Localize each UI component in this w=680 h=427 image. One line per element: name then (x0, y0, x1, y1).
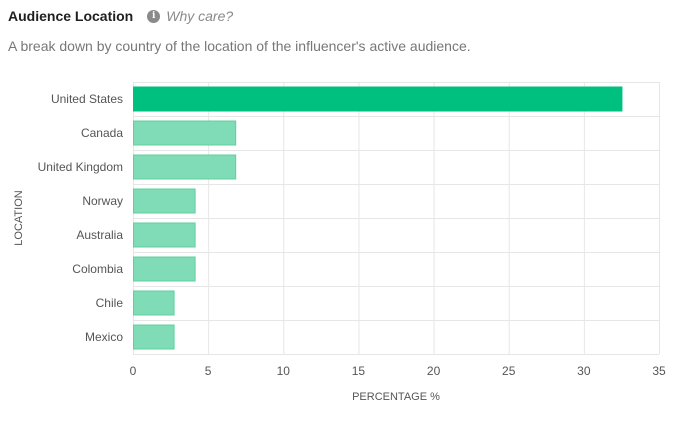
info-icon[interactable]: i (147, 9, 161, 23)
x-tick-label: 5 (205, 364, 212, 378)
x-tick-label: 20 (427, 364, 441, 378)
x-axis-title: PERCENTAGE % (352, 391, 440, 403)
category-label: Australia (76, 228, 123, 242)
category-label: United States (51, 92, 123, 106)
x-tick-label: 0 (130, 364, 137, 378)
category-label: Mexico (85, 330, 123, 344)
bar-united-kingdom[interactable] (133, 154, 237, 180)
x-tick-label: 30 (577, 364, 591, 378)
x-tick-label: 15 (352, 364, 366, 378)
section-description: A break down by country of the location … (8, 38, 471, 54)
category-label: Colombia (72, 262, 123, 276)
y-axis-title: LOCATION (13, 190, 25, 245)
category-label: Norway (82, 194, 123, 208)
category-label: Chile (96, 296, 124, 310)
category-label: Canada (81, 126, 123, 140)
bar-mexico[interactable] (133, 324, 175, 350)
bar-chile[interactable] (133, 290, 175, 316)
category-label: United Kingdom (38, 160, 123, 174)
bar-united-states[interactable] (133, 86, 623, 112)
section-title: Audience Location (8, 8, 134, 24)
bar-australia[interactable] (133, 222, 196, 248)
why-care-text[interactable]: Why care? (166, 8, 234, 24)
x-tick-label: 25 (502, 364, 516, 378)
x-tick-label: 35 (652, 364, 666, 378)
bar-norway[interactable] (133, 188, 196, 214)
bar-colombia[interactable] (133, 256, 196, 282)
x-tick-label: 10 (277, 364, 291, 378)
bar-canada[interactable] (133, 120, 237, 146)
why-care-link[interactable]: i Why care? (147, 8, 233, 24)
section-header: Audience Location i Why care? (8, 6, 233, 26)
